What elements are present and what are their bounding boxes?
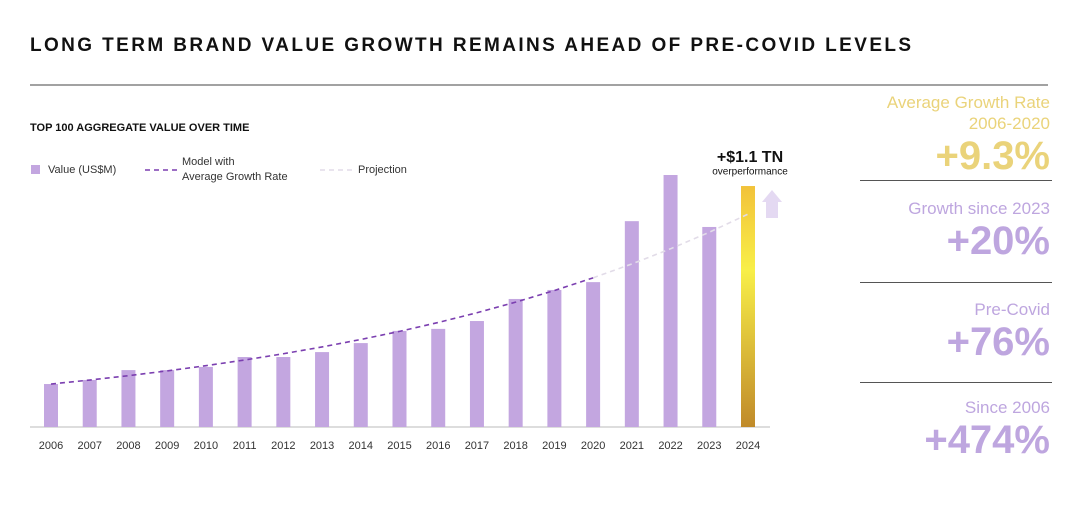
bar	[392, 330, 407, 427]
x-tick-label: 2020	[581, 440, 605, 452]
bar	[198, 366, 213, 427]
x-tick-label: 2023	[697, 440, 721, 452]
legend-label: Model with Average Growth Rate	[182, 156, 288, 183]
bar	[663, 175, 678, 427]
x-tick-label: 2006	[39, 440, 63, 452]
stat: Average Growth Rate 2006-2020 +9.3%	[850, 92, 1050, 178]
bar	[82, 379, 97, 427]
x-tick-label: 2010	[194, 440, 218, 452]
x-tick-label: 2021	[620, 440, 644, 452]
x-tick-label: 2019	[542, 440, 566, 452]
separator	[860, 382, 1052, 383]
legend-label: Value (US$M)	[48, 164, 117, 176]
legend-swatch	[31, 165, 40, 174]
bar	[121, 370, 136, 427]
separator	[860, 282, 1052, 283]
bar	[469, 321, 484, 427]
line	[592, 213, 749, 279]
bar	[741, 186, 755, 427]
x-tick-label: 2007	[77, 440, 101, 452]
arrow	[762, 190, 782, 218]
x-tick-label: 2008	[116, 440, 140, 452]
stat: Growth since 2023 +20%	[850, 198, 1050, 263]
bar	[702, 226, 717, 427]
x-tick-label: 2016	[426, 440, 450, 452]
stat-label: Growth since 2023	[908, 199, 1050, 218]
bar	[315, 352, 330, 427]
stat: Pre-Covid +76%	[850, 299, 1050, 364]
stat-sublabel: 2006-2020	[968, 114, 1050, 133]
x-tick-label: 2013	[310, 440, 334, 452]
bar	[276, 357, 291, 427]
x-tick-label: 2015	[387, 440, 411, 452]
x-tick-label: 2022	[658, 440, 682, 452]
line	[50, 277, 594, 385]
stat-value: +20%	[946, 219, 1050, 263]
stat-label: Average Growth Rate	[886, 93, 1050, 112]
bar	[431, 328, 446, 427]
x-tick-label: 2014	[349, 440, 373, 452]
bar	[353, 343, 368, 427]
stat-label: Pre-Covid	[974, 300, 1050, 319]
x-tick-label: 2024	[736, 440, 760, 452]
page-title: LONG TERM BRAND VALUE GROWTH REMAINS AHE…	[30, 35, 913, 56]
x-tick-label: 2011	[233, 440, 257, 452]
x-tick-label: 2009	[155, 440, 179, 452]
annotation-sub: overperformance	[712, 167, 788, 178]
stat-value: +9.3%	[935, 134, 1050, 178]
x-tick-label: 2018	[503, 440, 527, 452]
bar	[508, 298, 523, 427]
legend-label: Projection	[358, 164, 407, 176]
bar	[44, 384, 58, 427]
x-tick-label: 2017	[465, 440, 489, 452]
bar	[547, 289, 562, 427]
bar	[624, 221, 639, 427]
stat: Since 2006 +474%	[850, 397, 1050, 462]
annotation: +$1.1 TN	[717, 149, 783, 166]
stat-value: +474%	[924, 418, 1050, 462]
bar	[160, 370, 175, 427]
chart-title: TOP 100 AGGREGATE VALUE OVER TIME	[30, 122, 249, 134]
bar	[237, 357, 252, 427]
stat-value: +76%	[946, 320, 1050, 364]
x-tick-label: 2012	[271, 440, 295, 452]
stat-label: Since 2006	[964, 398, 1050, 417]
separator	[860, 180, 1052, 181]
bar	[586, 282, 601, 427]
